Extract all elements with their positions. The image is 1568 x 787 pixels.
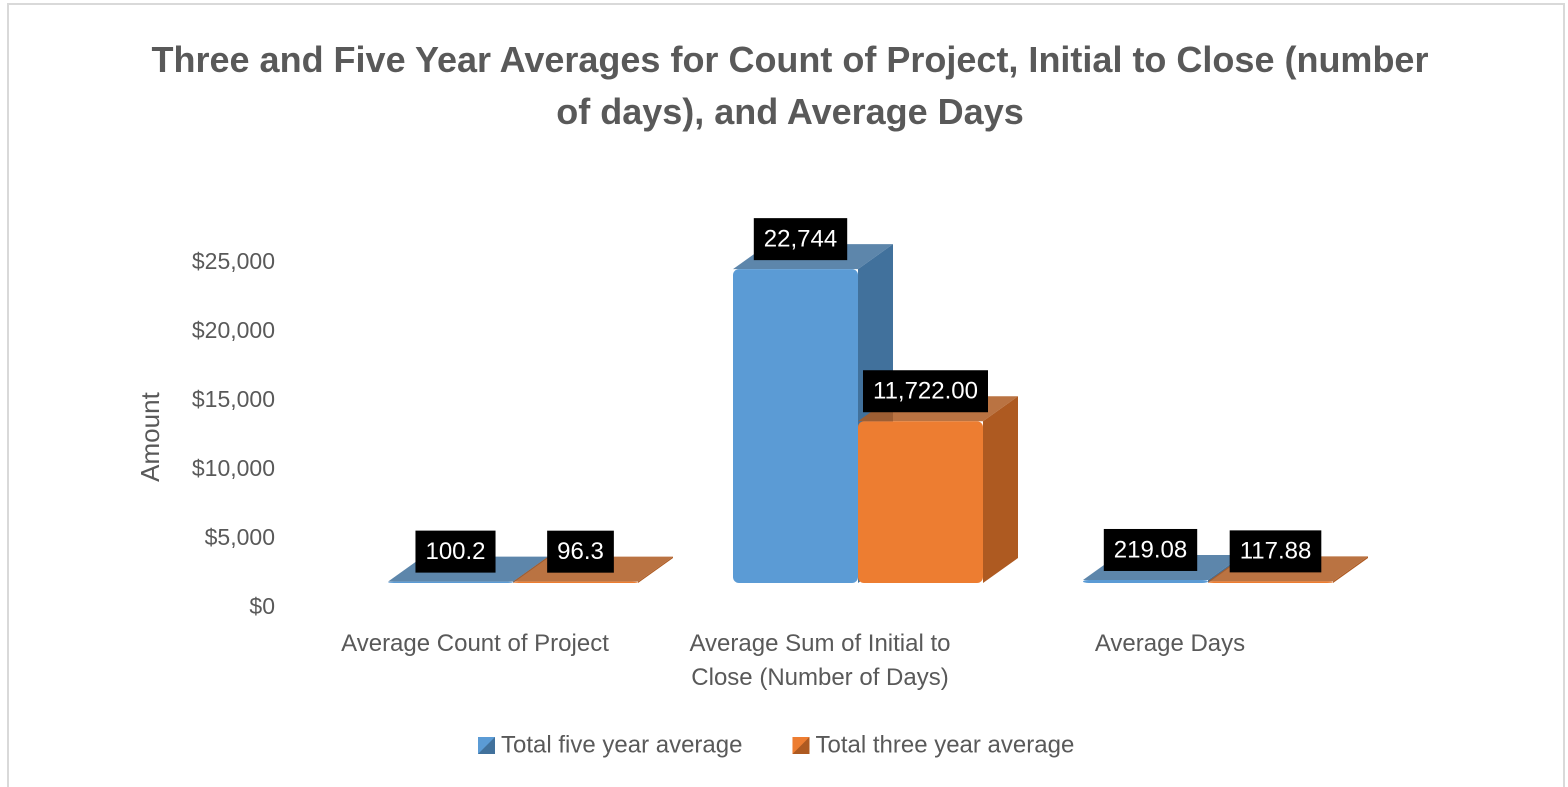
bar-front <box>733 269 858 583</box>
bar-front <box>1208 581 1333 583</box>
data-label: 117.88 <box>1240 538 1312 565</box>
legend-label: Total five year average <box>501 731 742 758</box>
bar-side <box>983 396 1018 583</box>
y-tick-label: $5,000 <box>205 524 275 550</box>
data-label: 11,722.00 <box>873 378 978 405</box>
y-tick-label: $25,000 <box>192 248 275 274</box>
data-label-box <box>547 530 614 573</box>
chart-title: Three and Five Year Averages for Count o… <box>151 39 1429 132</box>
data-label: 22,744 <box>764 225 837 252</box>
data-label: 96.3 <box>557 538 604 565</box>
legend-label: Total three year average <box>815 731 1074 758</box>
y-tick-label: $15,000 <box>192 386 275 412</box>
bar-front <box>513 581 638 583</box>
x-tick-label: Average Days <box>1094 630 1246 657</box>
chart-border <box>7 3 1565 787</box>
data-label: 219.08 <box>1114 536 1187 563</box>
data-label-box <box>1229 530 1322 573</box>
y-tick-label: $20,000 <box>192 317 275 343</box>
bar-front <box>388 581 513 583</box>
data-label-box <box>1103 528 1198 571</box>
data-label-box <box>753 218 848 261</box>
bar-side <box>638 556 673 583</box>
data-label: 100.2 <box>425 538 485 565</box>
data-label-box <box>863 370 988 413</box>
x-tick-label: Average Sum of Initial to Close (Number … <box>689 630 951 691</box>
legend-swatch-shade <box>792 737 810 754</box>
data-label-box <box>415 530 496 573</box>
x-tick-label: Average Count of Project <box>341 630 609 657</box>
y-axis-label: Amount <box>135 391 165 481</box>
bar <box>858 396 1018 583</box>
y-tick-label: $0 <box>249 593 275 619</box>
legend-swatch-shade <box>478 737 495 754</box>
bar-front <box>858 421 983 583</box>
y-tick-label: $10,000 <box>192 455 275 481</box>
bar-side <box>1333 556 1368 583</box>
bar-front <box>1083 579 1208 583</box>
